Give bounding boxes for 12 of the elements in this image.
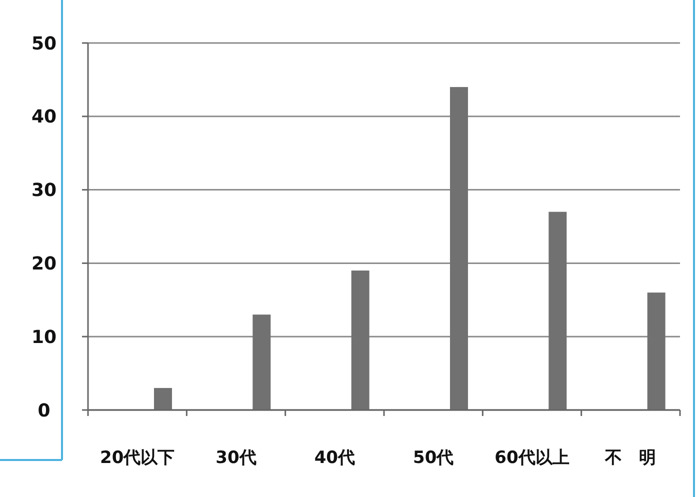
y-tick-label: 50 <box>31 33 57 54</box>
x-tick-label: 30代 <box>216 448 256 468</box>
x-tick-label: 50代 <box>412 448 454 468</box>
x-tick-label: 不 明 <box>604 448 656 468</box>
y-tick-label: 10 <box>31 326 57 348</box>
y-tick-label: 40 <box>31 106 57 128</box>
x-tick-label: 40代 <box>314 448 356 468</box>
y-tick-label: 0 <box>38 400 50 422</box>
x-tick-label: 20代以下 <box>100 448 175 468</box>
y-tick-label: 20 <box>31 254 57 274</box>
x-tick-label: 60代以上 <box>494 448 570 468</box>
y-tick-label: 30 <box>31 180 57 202</box>
